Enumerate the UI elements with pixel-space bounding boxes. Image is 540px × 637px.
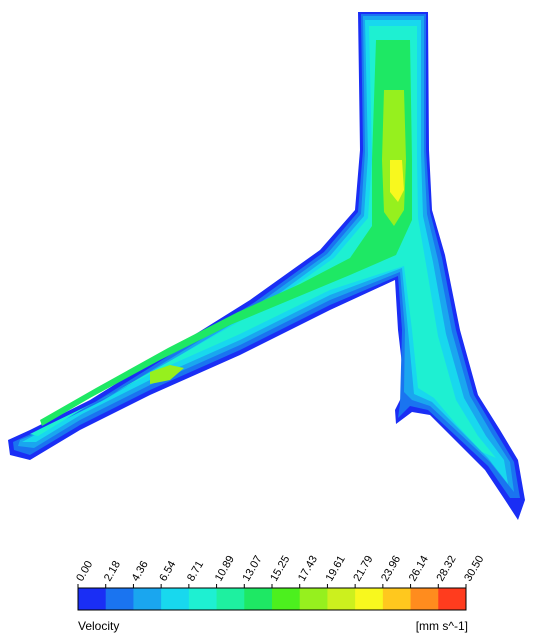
legend-tick-label: 21.79 (351, 554, 375, 584)
legend-tick-label: 6.54 (157, 559, 178, 584)
legend-swatch (355, 588, 384, 610)
legend-unit-label: [mm s^-1] (416, 619, 468, 633)
legend-tick-label: 2.18 (102, 559, 123, 584)
legend-swatch (327, 588, 356, 610)
contour-peak (390, 160, 404, 202)
legend-swatch (382, 588, 412, 610)
legend-swatch (438, 588, 467, 610)
legend-tick-label: 19.61 (324, 554, 348, 584)
legend-tick-label: 4.36 (130, 559, 151, 584)
legend-swatch (244, 588, 273, 610)
legend-swatch (272, 588, 301, 610)
legend-swatch (105, 588, 134, 610)
legend-tick-label: 17.43 (296, 554, 320, 584)
legend-tick-labels: 0.00 2.18 4.36 6.54 8.71 10.89 13.07 15.25 17.43… (74, 554, 486, 588)
contour-band-outer (8, 12, 525, 520)
legend-tick-label: 8.71 (185, 559, 206, 584)
legend-tick-label: 23.96 (379, 554, 403, 584)
legend-swatch (410, 588, 439, 610)
legend-swatch (216, 588, 245, 610)
legend-tick-label: 28.32 (434, 554, 458, 584)
legend-tick-label: 15.25 (268, 554, 292, 584)
legend-swatch (161, 588, 190, 610)
contour-band-5 (40, 40, 412, 426)
legend-tick-label: 10.89 (213, 554, 237, 584)
legend-tick-label: 30.50 (462, 554, 486, 584)
legend-tick-label: 26.14 (407, 554, 431, 584)
legend-tick-label: 13.07 (240, 554, 264, 584)
legend-swatch (133, 588, 162, 610)
legend-tick-label: 0.00 (74, 559, 95, 584)
legend-swatch (299, 588, 328, 610)
legend-swatch (188, 588, 218, 610)
color-legend: 0.00 2.18 4.36 6.54 8.71 10.89 13.07 15.25 17.43… (74, 554, 486, 633)
legend-colorbar (77, 587, 467, 611)
legend-variable-label: Velocity (78, 619, 119, 633)
legend-swatch (78, 588, 107, 610)
vessel-contour (8, 12, 525, 520)
